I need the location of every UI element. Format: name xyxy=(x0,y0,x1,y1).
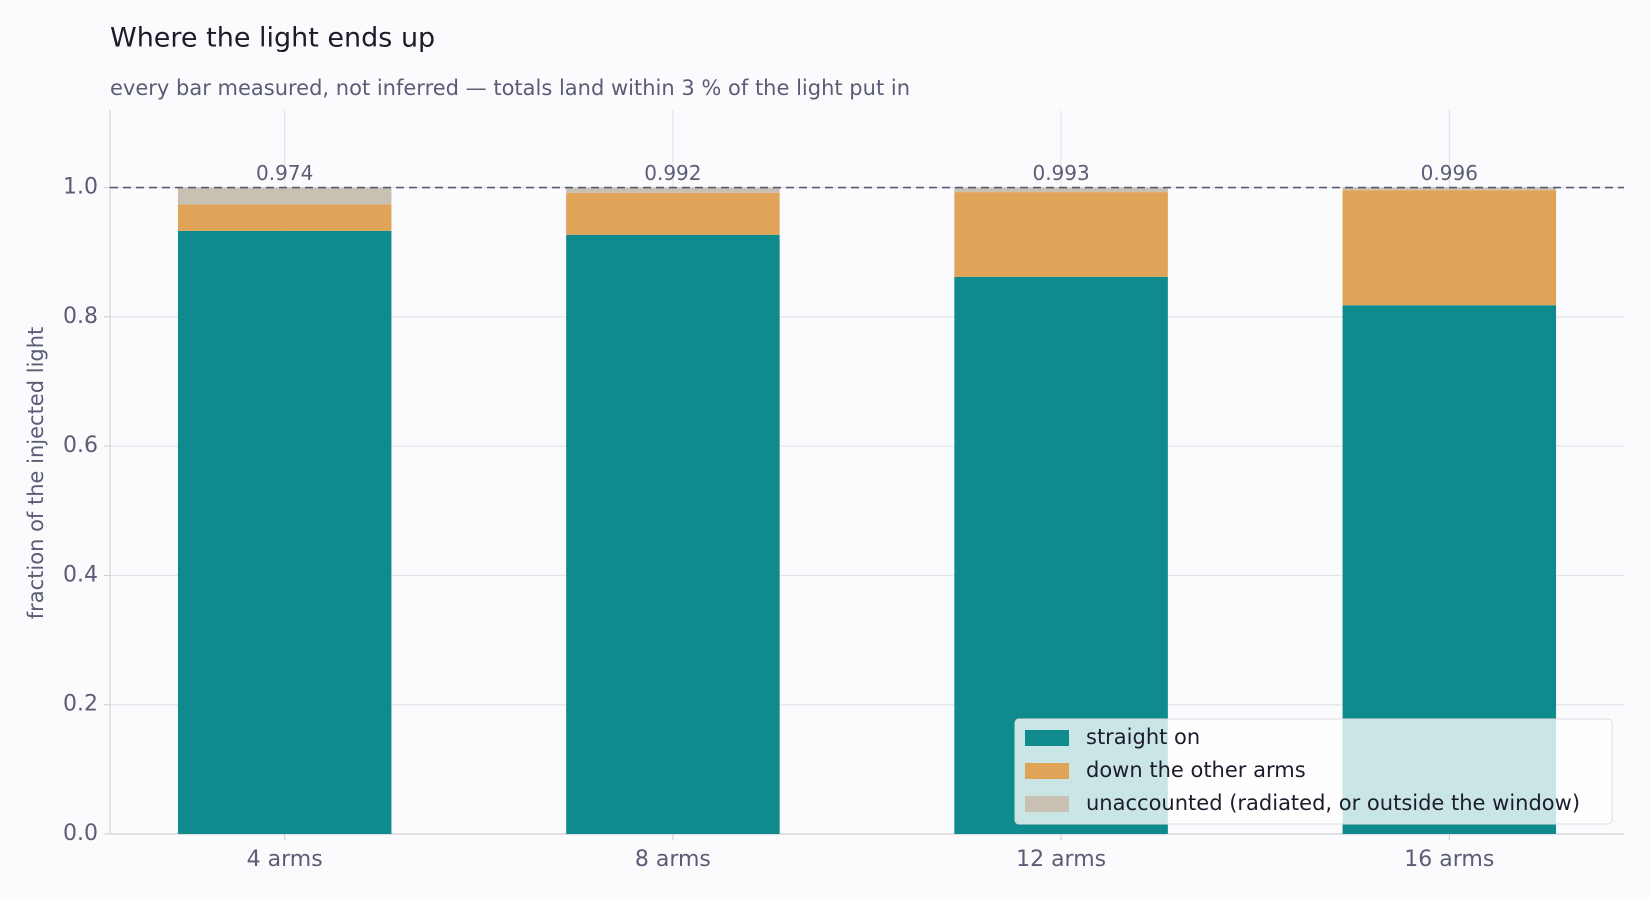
bar-segment xyxy=(177,187,392,205)
total-label: 0.974 xyxy=(256,161,313,185)
bar-segment xyxy=(954,192,1168,277)
bar-segment xyxy=(566,234,780,834)
legend-label: straight on xyxy=(1086,725,1200,749)
bar-segment xyxy=(954,187,1168,193)
bar-segment xyxy=(177,204,392,231)
legend-swatch xyxy=(1025,796,1069,812)
y-tick-label: 1.0 xyxy=(63,175,98,200)
total-label: 0.992 xyxy=(644,161,701,185)
legend-label: unaccounted (radiated, or outside the wi… xyxy=(1086,791,1580,815)
x-tick-label: 8 arms xyxy=(635,847,711,872)
bar-segment xyxy=(1342,187,1557,191)
bar-segment xyxy=(177,230,392,834)
bar-segment xyxy=(566,187,780,193)
bar-segment xyxy=(566,192,780,235)
y-tick-label: 0.6 xyxy=(63,433,98,458)
x-tick-label: 16 arms xyxy=(1404,847,1494,872)
legend-swatch xyxy=(1025,763,1069,779)
y-axis-label: fraction of the injected light xyxy=(24,327,48,620)
y-tick-label: 0.2 xyxy=(63,692,98,717)
total-label: 0.993 xyxy=(1032,161,1089,185)
y-tick-label: 0.4 xyxy=(63,562,98,587)
y-tick-label: 0.0 xyxy=(63,821,98,846)
legend-swatch xyxy=(1025,730,1069,746)
legend-label: down the other arms xyxy=(1086,758,1306,782)
legend-box xyxy=(1014,718,1613,825)
total-label: 0.996 xyxy=(1421,161,1478,185)
chart-title: Where the light ends up xyxy=(110,23,435,54)
x-tick-label: 12 arms xyxy=(1016,847,1106,872)
chart-subtitle: every bar measured, not inferred — total… xyxy=(110,76,910,100)
y-tick-label: 0.8 xyxy=(63,304,98,329)
x-tick-label: 4 arms xyxy=(247,847,323,872)
bar-segment xyxy=(1342,190,1557,306)
